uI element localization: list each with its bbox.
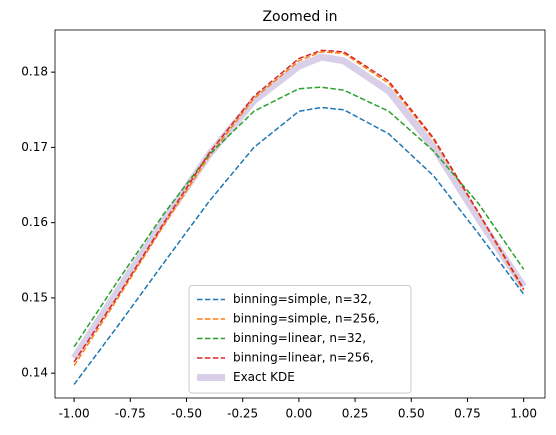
x-tick-label: 0.75: [454, 407, 481, 421]
y-tick-label: 0.17: [21, 140, 48, 154]
legend-label: binning=linear, n=256,: [233, 351, 374, 365]
legend-label: binning=linear, n=32,: [233, 331, 366, 345]
x-tick-label: 0.50: [398, 407, 425, 421]
series-line: [73, 106, 525, 385]
legend-label: binning=simple, n=256,: [233, 312, 379, 326]
x-tick-label: -0.75: [115, 407, 146, 421]
y-tick-label: 0.15: [21, 290, 48, 304]
legend-label: Exact KDE: [233, 370, 295, 384]
series-line: [73, 49, 525, 363]
legend-label: binning=simple, n=32,: [233, 292, 372, 306]
series-line: [73, 51, 525, 367]
chart-title: Zoomed in: [262, 9, 337, 25]
x-tick-label: -0.50: [171, 407, 202, 421]
x-tick-label: -0.25: [227, 407, 258, 421]
x-tick-label: 0.00: [286, 407, 313, 421]
legend-box: [188, 285, 412, 394]
x-tick-label: 1.00: [510, 407, 537, 421]
x-tick-label: 0.25: [342, 407, 369, 421]
y-tick-label: 0.18: [21, 65, 48, 79]
x-tick-label: -1.00: [59, 407, 90, 421]
axes-frame: [54, 29, 546, 399]
y-tick-label: 0.14: [21, 366, 48, 380]
y-tick-label: 0.16: [21, 215, 48, 229]
series-line: [73, 86, 525, 348]
